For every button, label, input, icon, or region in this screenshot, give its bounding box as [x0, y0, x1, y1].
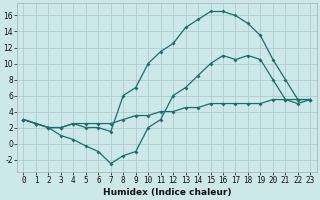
X-axis label: Humidex (Indice chaleur): Humidex (Indice chaleur)	[103, 188, 231, 197]
